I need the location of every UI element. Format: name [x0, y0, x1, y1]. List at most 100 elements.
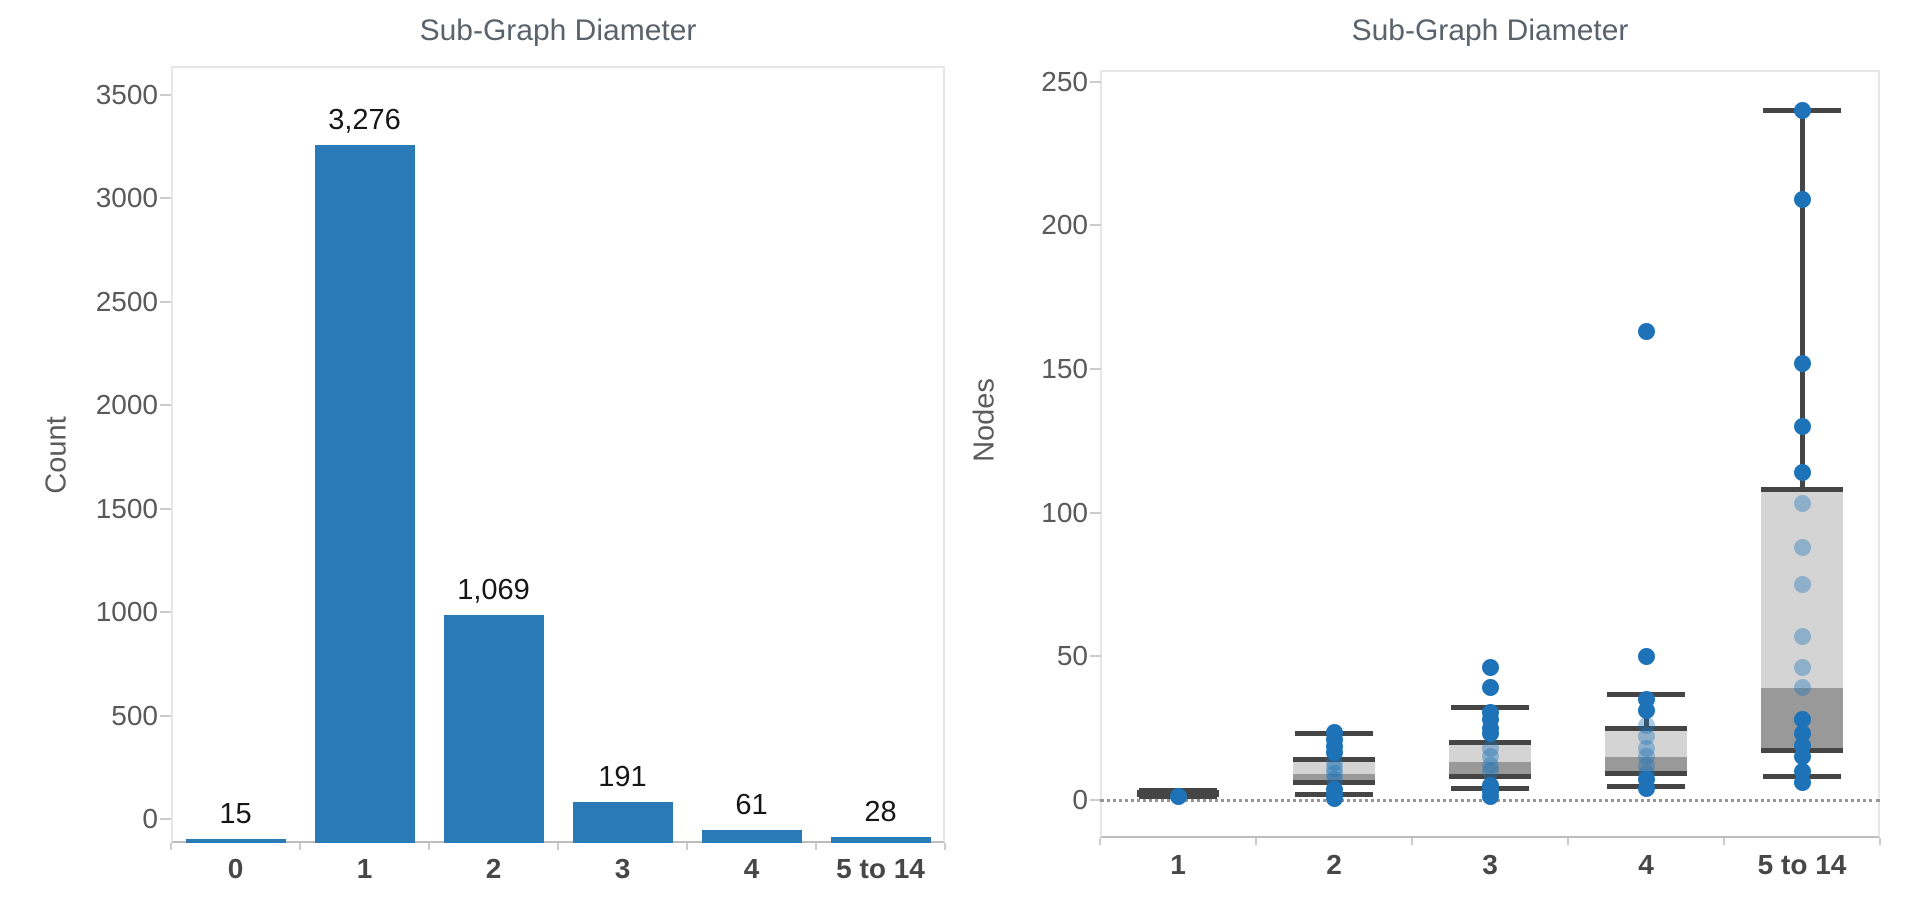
data-point	[1637, 323, 1655, 341]
y-tick-mark	[160, 611, 171, 614]
x-category-label: 3	[614, 853, 631, 884]
data-point	[1481, 756, 1499, 774]
y-tick-mark	[1090, 655, 1101, 658]
y-tick-mark	[1090, 224, 1101, 227]
box-lower-half	[1605, 756, 1687, 774]
y-tick-mark	[160, 94, 171, 96]
data-point	[1793, 710, 1811, 728]
bar-2	[443, 615, 544, 843]
y-tick-mark	[160, 818, 171, 820]
y-tick-mark	[160, 714, 171, 717]
data-point	[1637, 739, 1655, 757]
y-tick-mark	[1090, 798, 1101, 801]
x-tick-mark	[299, 843, 301, 850]
boxplot-title: Sub-Graph Diameter	[1351, 14, 1629, 47]
histogram-title: Sub-Graph Diameter	[419, 14, 697, 47]
x-tick-mark	[944, 843, 946, 850]
box-upper-half	[1761, 489, 1843, 688]
y-tick-label: 0	[1072, 783, 1088, 815]
data-point	[1793, 102, 1811, 120]
box-q1-edge	[1449, 774, 1531, 780]
data-point	[1325, 759, 1343, 777]
x-tick-mark	[428, 843, 430, 850]
y-tick-label: 250	[1041, 65, 1088, 97]
bar-0	[185, 838, 286, 843]
data-point	[1481, 725, 1499, 743]
data-point	[1637, 748, 1655, 766]
histogram-plot-area	[171, 66, 945, 843]
y-tick-mark	[1090, 368, 1101, 370]
bar-value-label: 61	[735, 789, 768, 821]
x-category-label: 4	[1638, 849, 1654, 880]
y-tick-label: 1500	[95, 492, 158, 524]
data-point	[1325, 765, 1343, 783]
bar-3	[572, 802, 673, 843]
y-tick-mark	[160, 300, 171, 303]
y-tick-mark	[160, 507, 171, 510]
data-point	[1793, 417, 1811, 435]
box-q3-edge	[1761, 487, 1843, 493]
box-lower-half	[1293, 773, 1375, 783]
x-category-label: 2	[1326, 849, 1342, 880]
data-point	[1481, 762, 1499, 780]
y-tick-label: 3000	[95, 182, 158, 214]
bar-value-label: 191	[598, 761, 647, 794]
x-category-label: 4	[743, 853, 760, 884]
data-point	[1793, 748, 1811, 766]
y-tick-label: 50	[1056, 640, 1088, 672]
y-tick-label: 1000	[95, 596, 158, 628]
x-tick-mark	[686, 843, 688, 850]
box-q3-edge	[1449, 739, 1531, 745]
boxplot-chart: Sub-Graph Diameter Nodes 0 50 100 150 200 250…	[960, 0, 1920, 919]
box-upper-half	[1449, 742, 1531, 763]
y-tick-label: 3500	[95, 79, 158, 110]
x-tick-mark	[1879, 838, 1881, 845]
data-point	[1793, 354, 1811, 372]
box-lower-half	[1449, 762, 1531, 777]
y-tick-mark	[1090, 511, 1101, 514]
data-point	[1481, 679, 1499, 697]
y-tick-label: 2500	[95, 285, 158, 317]
bar-value-label: 15	[219, 797, 252, 830]
x-category-label: 5 to 14	[1757, 849, 1847, 880]
bar-5 to 14	[830, 837, 931, 843]
data-point	[1325, 753, 1343, 771]
x-category-label: 2	[485, 853, 502, 884]
data-point	[1325, 789, 1343, 807]
data-point	[1481, 788, 1499, 806]
y-tick-mark	[1090, 80, 1101, 83]
x-tick-mark	[557, 843, 559, 850]
x-tick-mark	[1255, 838, 1257, 845]
whisker-line	[1799, 110, 1805, 777]
x-tick-mark	[1567, 838, 1569, 845]
y-tick-label: 500	[111, 699, 158, 731]
y-tick-label: 100	[1041, 496, 1088, 528]
data-point	[1637, 728, 1655, 746]
data-point	[1637, 716, 1655, 734]
y-tick-label: 0	[142, 803, 158, 834]
box-upper-half	[1293, 759, 1375, 774]
data-point	[1169, 788, 1187, 806]
data-point	[1325, 743, 1343, 761]
data-point	[1637, 756, 1655, 774]
data-point	[1637, 702, 1655, 720]
data-point	[1793, 495, 1811, 513]
data-point	[1793, 659, 1811, 677]
x-tick-mark	[1411, 838, 1413, 845]
y-tick-label: 2000	[95, 389, 158, 421]
x-category-label: 1	[356, 853, 373, 884]
bar-4	[701, 830, 802, 843]
data-point	[1793, 191, 1811, 209]
data-point	[1793, 774, 1811, 792]
x-category-label: 5 to 14	[836, 853, 925, 884]
boxplot-y-axis-title: Nodes	[968, 378, 1001, 462]
bar-value-label: 3,276	[328, 104, 401, 137]
bar-value-label: 28	[864, 796, 897, 829]
data-point	[1793, 679, 1811, 697]
histogram-chart: Sub-Graph Diameter Count 0 500 1000 1500 200…	[41, 14, 946, 884]
box-q3-edge	[1605, 725, 1687, 731]
data-point	[1793, 627, 1811, 645]
x-category-label: 0	[227, 853, 244, 884]
x-category-label: 3	[1482, 849, 1498, 880]
